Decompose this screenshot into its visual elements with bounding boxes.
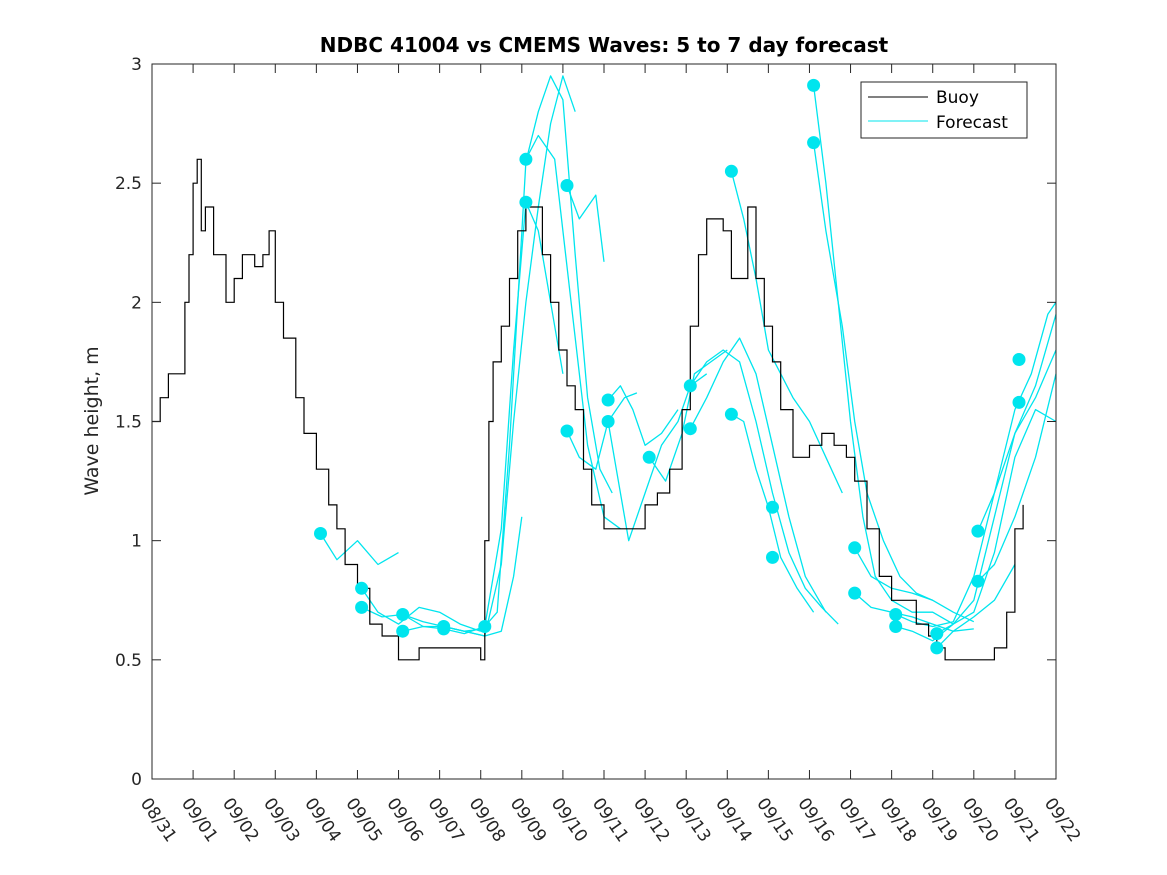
forecast-marker: [519, 195, 533, 209]
forecast-line: [566, 185, 605, 262]
forecast-marker: [971, 524, 985, 538]
forecast-line: [689, 349, 839, 625]
forecast-marker: [766, 550, 779, 564]
forecast-marker: [930, 641, 944, 655]
forecast-marker: [1012, 395, 1026, 409]
forecast-marker: [724, 407, 738, 421]
forecast-line: [895, 349, 1057, 642]
forecast-line: [607, 385, 679, 446]
forecast-marker: [724, 164, 738, 178]
y-axis-label: Wave height, m: [81, 346, 103, 495]
forecast-marker: [396, 608, 410, 621]
y-tick-label: 2.5: [115, 174, 142, 194]
forecast-marker: [889, 608, 903, 621]
forecast-line: [936, 564, 1016, 649]
forecast-marker: [971, 574, 985, 588]
y-tick-label: 1: [131, 532, 142, 552]
forecast-marker: [601, 415, 615, 428]
y-tick-label: 0: [131, 770, 142, 790]
forecast-line: [689, 337, 827, 613]
forecast-line: [648, 349, 728, 482]
buoy-series: [152, 158, 1024, 661]
forecast-marker: [314, 527, 327, 540]
y-axis: 0 0.5 1 1.5 2 2.5 3: [115, 55, 1056, 790]
forecast-marker: [355, 600, 369, 614]
y-tick-label: 1.5: [115, 413, 142, 433]
forecast-marker: [848, 586, 862, 600]
y-tick-label: 0.5: [115, 651, 142, 671]
legend-box: [860, 81, 1028, 139]
forecast-marker: [766, 500, 779, 514]
y-tick-label: 2: [131, 293, 142, 313]
forecast-line: [484, 75, 613, 627]
forecast-marker: [930, 627, 944, 641]
forecast-markers: [314, 78, 1026, 655]
forecast-line: [443, 75, 576, 637]
buoy-line: [152, 158, 1024, 661]
chart-title: NDBC 41004 vs CMEMS Waves: 5 to 7 day fo…: [320, 33, 889, 57]
forecast-marker: [355, 581, 369, 595]
forecast-marker: [683, 422, 697, 436]
forecast-marker: [889, 620, 903, 633]
forecast-marker: [1012, 353, 1026, 366]
forecast-marker: [560, 179, 574, 192]
forecast-line: [977, 373, 1057, 582]
forecast-marker: [601, 393, 615, 407]
forecast-marker: [519, 152, 533, 166]
forecast-marker: [642, 450, 656, 464]
forecast-marker: [848, 541, 862, 555]
forecast-line: [319, 533, 399, 566]
forecast-line: [854, 547, 975, 623]
forecast-line: [361, 587, 481, 632]
legend-label-buoy: Buoy: [936, 88, 979, 108]
forecast-line: [977, 314, 1057, 532]
forecast-marker: [396, 624, 410, 638]
forecast-line: [812, 85, 954, 625]
forecast-line: [936, 408, 1057, 635]
legend: Buoy Forecast: [860, 81, 1028, 139]
forecast-marker: [437, 622, 451, 636]
forecast-marker: [807, 78, 821, 92]
forecast-marker: [478, 620, 492, 633]
forecast-marker: [807, 136, 821, 150]
forecast-marker: [560, 424, 574, 438]
legend-label-forecast: Forecast: [936, 113, 1008, 133]
forecast-marker: [683, 379, 697, 393]
y-tick-label: 3: [131, 55, 142, 75]
